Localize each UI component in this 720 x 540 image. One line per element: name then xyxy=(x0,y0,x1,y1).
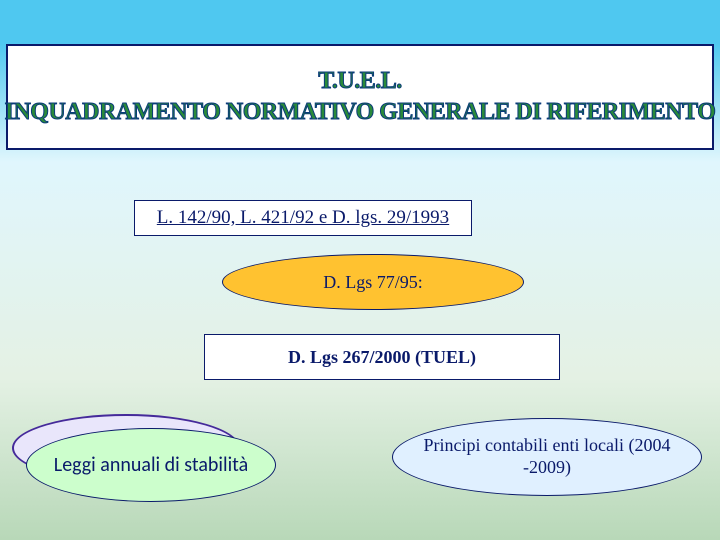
laws-text: L. 142/90, L. 421/92 e D. lgs. 29/1993 xyxy=(157,207,449,229)
title-card: T.U.E.L. INQUADRAMENTO NORMATIVO GENERAL… xyxy=(6,44,714,150)
stability-ellipse: Leggi annuali di stabilità xyxy=(26,428,276,502)
principi-text: Principi contabili enti locali (2004 -20… xyxy=(415,435,679,478)
left-ellipse-stack: Leggi annuali di stabilità xyxy=(18,420,296,506)
dlgs77-text: D. Lgs 77/95: xyxy=(323,272,423,293)
title-line-1: T.U.E.L. xyxy=(318,68,402,95)
principi-ellipse: Principi contabili enti locali (2004 -20… xyxy=(392,418,702,496)
dlgs267-box: D. Lgs 267/2000 (TUEL) xyxy=(204,334,560,380)
laws-box: L. 142/90, L. 421/92 e D. lgs. 29/1993 xyxy=(134,200,472,236)
dlgs267-text: D. Lgs 267/2000 (TUEL) xyxy=(288,347,476,368)
title-line-2: INQUADRAMENTO NORMATIVO GENERALE DI RIFE… xyxy=(5,99,716,126)
stability-text: Leggi annuali di stabilità xyxy=(54,454,248,476)
dlgs77-ellipse: D. Lgs 77/95: xyxy=(222,254,524,310)
